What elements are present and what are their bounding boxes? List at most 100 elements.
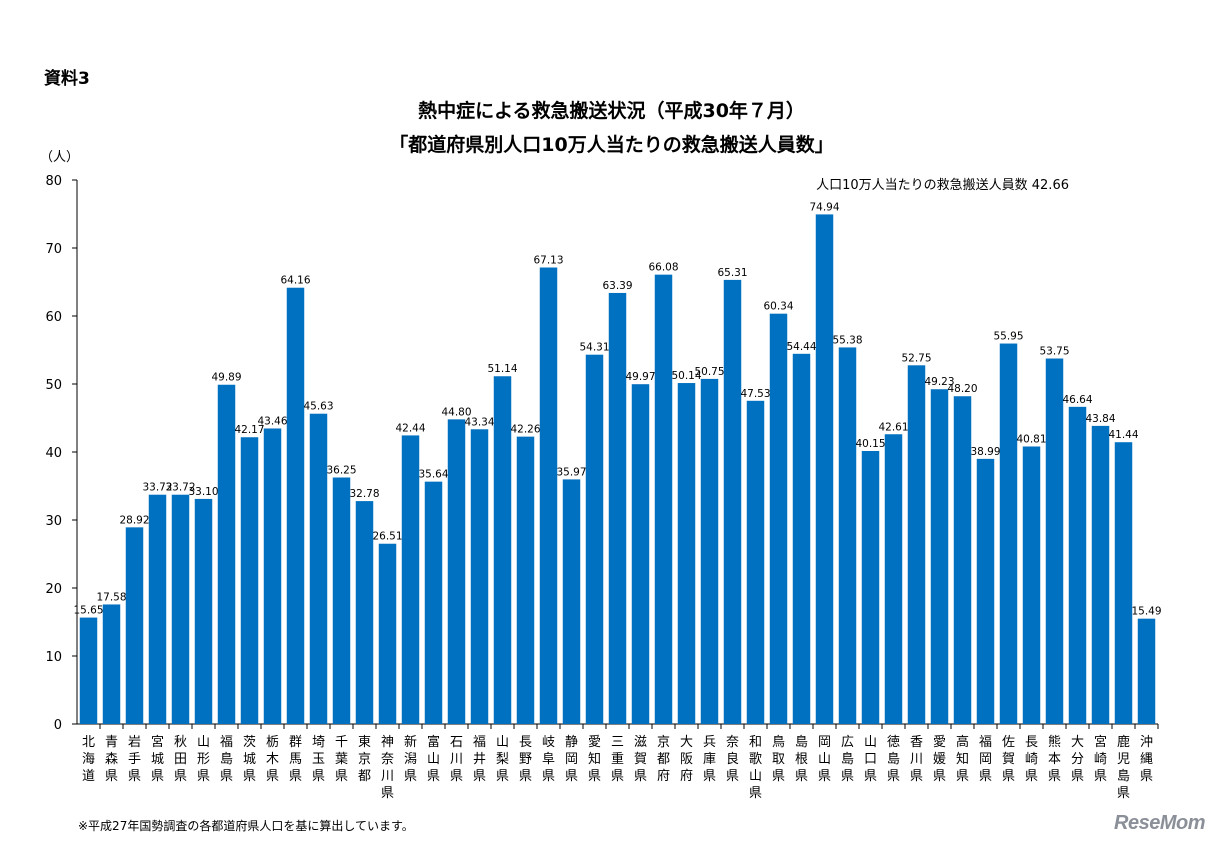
x-tick-label: 埼玉県	[312, 735, 325, 784]
bar	[907, 365, 926, 724]
bar-value-label: 55.95	[993, 331, 1023, 343]
y-tick-label: 60	[45, 310, 62, 325]
y-axis-label: （人）	[40, 150, 79, 165]
x-tick-label: 佐賀県	[1002, 735, 1015, 784]
x-tick-label: 京都府	[657, 735, 670, 784]
bar	[930, 389, 949, 724]
x-tick-label: 熊本県	[1048, 734, 1061, 784]
x-tick-label: 岩手県	[128, 735, 141, 784]
bar-value-label: 43.46	[257, 415, 287, 427]
bar-value-label: 49.89	[211, 372, 241, 384]
bar	[585, 354, 604, 724]
bar-value-label: 47.53	[740, 388, 770, 400]
bar	[217, 384, 236, 724]
bar-value-label: 44.80	[441, 406, 471, 418]
bar	[102, 604, 121, 724]
bar	[125, 527, 144, 724]
x-tick-label: 愛媛県	[933, 735, 946, 784]
bar	[1022, 446, 1041, 724]
bar-value-label: 54.31	[579, 342, 609, 354]
x-tick-label: 長野県	[519, 735, 532, 784]
bar	[976, 458, 995, 724]
x-tick-label: 長崎県	[1025, 735, 1038, 784]
bar-value-label: 54.44	[786, 341, 816, 353]
x-tick-label: 茨城県	[243, 735, 256, 784]
bar	[654, 274, 673, 724]
bar-value-label: 42.26	[510, 424, 540, 436]
bar-value-label: 26.51	[372, 531, 402, 543]
bar	[861, 450, 880, 724]
y-tick-label: 70	[45, 242, 62, 257]
bar	[516, 436, 535, 724]
bar	[769, 313, 788, 724]
bar	[79, 617, 98, 724]
x-tick-label: 兵庫県	[703, 735, 716, 784]
x-tick-label: 北海道	[82, 735, 95, 784]
x-tick-label: 福井県	[473, 735, 486, 784]
bar-value-label: 49.23	[924, 376, 954, 388]
bar-value-label: 65.31	[717, 267, 747, 279]
x-tick-label: 福島県	[220, 735, 233, 784]
bar	[194, 498, 213, 724]
average-annotation: 人口10万人当たりの救急搬送人員数 42.66	[816, 177, 1069, 193]
bar	[815, 214, 834, 724]
bar-value-label: 35.64	[418, 469, 448, 481]
bar	[424, 481, 443, 724]
y-tick-label: 20	[45, 582, 62, 597]
bar	[148, 494, 167, 724]
bar	[884, 434, 903, 724]
x-tick-label: 栃木県	[266, 735, 279, 784]
bar-value-label: 48.20	[947, 383, 977, 395]
bar	[562, 479, 581, 724]
x-tick-label: 福岡県	[979, 735, 992, 784]
x-tick-label: 愛知県	[588, 735, 601, 784]
bar-value-label: 50.75	[694, 366, 724, 378]
bar	[355, 501, 374, 724]
bar	[539, 267, 558, 724]
x-tick-label: 宮崎県	[1094, 734, 1107, 784]
x-tick-label: 神奈川県	[381, 735, 394, 801]
bar-value-label: 51.14	[487, 363, 517, 375]
x-tick-label: 広島県	[841, 735, 854, 784]
bar	[631, 384, 650, 724]
x-tick-label: 山梨県	[496, 735, 509, 784]
bar	[309, 413, 328, 724]
bar-value-label: 40.15	[855, 438, 885, 450]
y-tick-label: 10	[45, 650, 62, 665]
bar-value-label: 50.14	[671, 370, 701, 382]
x-tick-label: 滋賀県	[634, 735, 647, 784]
bar-value-label: 53.75	[1039, 346, 1069, 358]
bar-value-label: 33.10	[188, 486, 218, 498]
bar	[1114, 442, 1133, 724]
bar-value-label: 15.49	[1131, 606, 1161, 618]
x-tick-label: 大阪府	[680, 735, 693, 784]
bar-value-label: 17.58	[96, 591, 126, 603]
y-tick-label: 0	[54, 718, 62, 733]
bar-value-label: 55.38	[832, 334, 862, 346]
bar	[999, 343, 1018, 724]
x-tick-label: 鳥取県	[772, 735, 785, 784]
bar-value-label: 42.17	[234, 424, 264, 436]
bar-value-label: 60.34	[763, 301, 793, 313]
x-tick-label: 沖縄県	[1140, 735, 1153, 784]
bar	[240, 437, 259, 724]
x-tick-label: 群馬県	[289, 735, 302, 784]
bar-value-label: 41.44	[1108, 429, 1138, 441]
bar-value-label: 49.97	[625, 371, 655, 383]
bar-value-label: 40.81	[1016, 433, 1046, 445]
bar	[286, 287, 305, 724]
watermark-logo: ReseMom	[1114, 812, 1205, 834]
bar-value-label: 28.92	[119, 514, 149, 526]
bar	[493, 376, 512, 724]
bar	[746, 400, 765, 724]
x-tick-label: 和歌山県	[749, 735, 762, 801]
bar	[1137, 618, 1156, 724]
bar-value-label: 43.34	[464, 416, 494, 428]
bar	[608, 292, 627, 724]
bar-value-label: 67.13	[533, 255, 563, 267]
bar	[677, 383, 696, 724]
bar-value-label: 43.84	[1085, 413, 1115, 425]
bar-value-label: 63.39	[602, 280, 632, 292]
bar-value-label: 66.08	[648, 262, 678, 274]
